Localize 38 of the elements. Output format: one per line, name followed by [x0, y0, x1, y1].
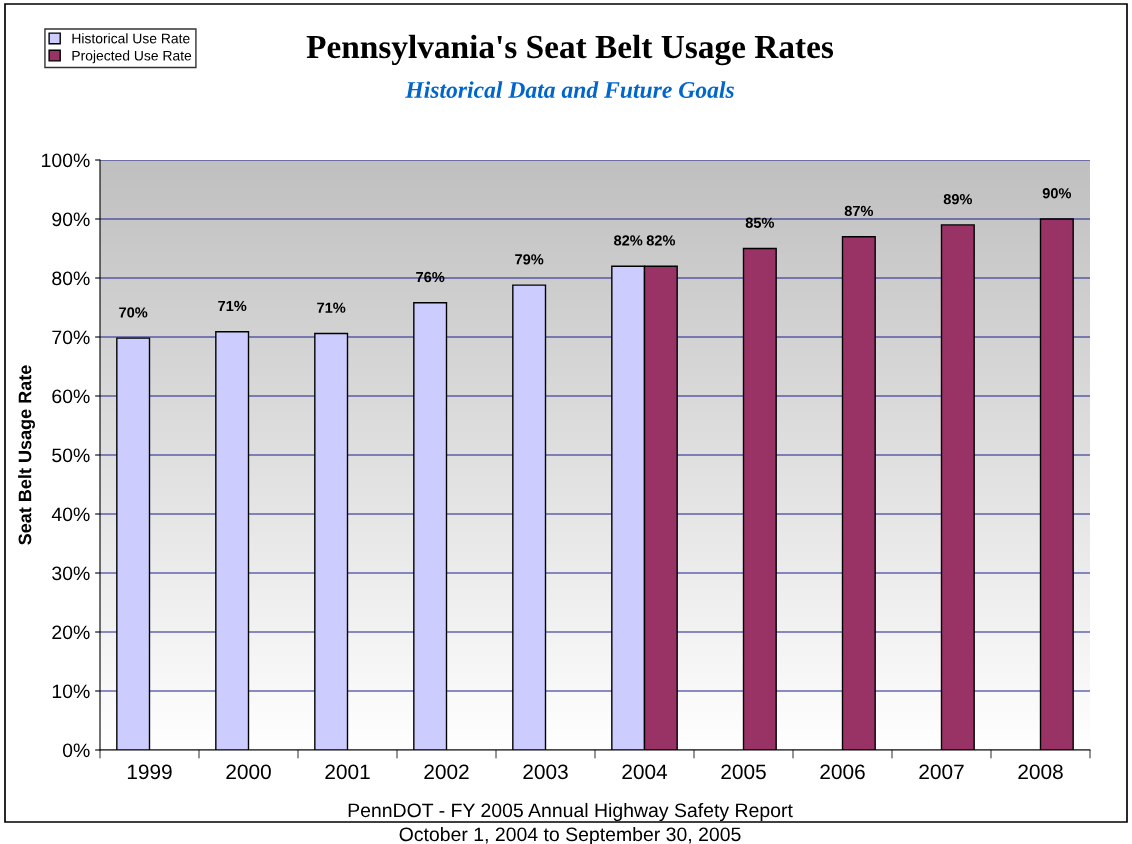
data-label: 71%	[218, 300, 247, 312]
x-tick-label: 2006	[820, 764, 865, 780]
x-tick-label: 2008	[1018, 764, 1063, 780]
x-tick-label: 2000	[226, 764, 271, 780]
x-tick-label: 2004	[622, 764, 668, 780]
x-tick-label: 1999	[127, 764, 172, 780]
y-tick-label: 60%	[52, 389, 90, 404]
data-label: 82%	[614, 235, 643, 246]
data-label: 70%	[119, 307, 148, 318]
data-label: 85%	[745, 217, 775, 228]
data-label: 71%	[317, 302, 346, 313]
data-label: 76%	[416, 271, 445, 283]
chart-subtitle: Historical Data and Future Goals	[405, 81, 734, 98]
legend-label: Projected Use Rate	[72, 50, 192, 64]
y-tick-label: 40%	[51, 507, 90, 522]
y-axis-title: Seat Belt Usage Rate	[18, 365, 35, 545]
y-tick-label: 70%	[52, 330, 90, 345]
x-tick-label: 2005	[721, 764, 766, 780]
data-label: 89%	[943, 193, 973, 205]
y-tick-label: 90%	[52, 212, 90, 227]
x-tick-label: 2007	[919, 764, 964, 780]
data-label: 90%	[1042, 188, 1072, 199]
y-tick-label: 0%	[62, 743, 90, 758]
y-tick-label: 100%	[42, 153, 90, 168]
y-tick-label: 20%	[52, 625, 90, 640]
y-tick-label: 50%	[52, 448, 90, 463]
x-tick-label: 2003	[523, 764, 568, 780]
data-label: 79%	[515, 254, 544, 265]
data-label: 87%	[844, 205, 874, 217]
y-tick-label: 80%	[52, 271, 90, 286]
y-tick-label: 10%	[52, 684, 90, 699]
x-tick-label: 2001	[325, 764, 370, 780]
chart-title: Pennsylvania's Seat Belt Usage Rates	[306, 34, 834, 66]
text: PennDOT - FY 2005 Annual Highway Safety Report	[348, 802, 793, 822]
data-label: 82%	[646, 235, 676, 246]
legend-label: Historical Use Rate	[72, 33, 190, 44]
y-tick-label: 30%	[52, 566, 90, 581]
x-tick-label: 2002	[424, 764, 469, 780]
